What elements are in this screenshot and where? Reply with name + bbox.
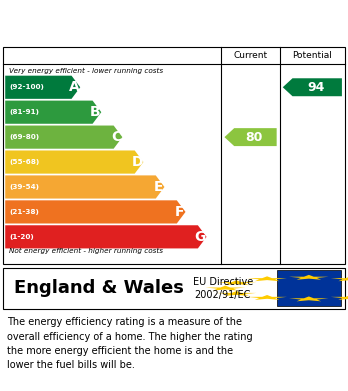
- Polygon shape: [217, 291, 256, 296]
- Bar: [277, 271, 341, 307]
- Text: E: E: [153, 180, 163, 194]
- Text: (1-20): (1-20): [9, 234, 34, 240]
- Polygon shape: [5, 225, 207, 248]
- Polygon shape: [5, 200, 185, 224]
- Text: Very energy efficient - lower running costs: Very energy efficient - lower running co…: [9, 68, 163, 74]
- Text: A: A: [69, 80, 79, 94]
- Text: B: B: [90, 105, 100, 119]
- Polygon shape: [283, 78, 342, 96]
- Text: (81-91): (81-91): [9, 109, 39, 115]
- Text: G: G: [195, 230, 206, 244]
- Text: (69-80): (69-80): [9, 134, 40, 140]
- Text: England & Wales: England & Wales: [14, 279, 184, 298]
- Polygon shape: [289, 296, 329, 301]
- Polygon shape: [217, 280, 256, 285]
- Polygon shape: [331, 276, 348, 281]
- Polygon shape: [5, 126, 122, 149]
- Polygon shape: [247, 295, 287, 300]
- Text: D: D: [132, 155, 143, 169]
- Polygon shape: [5, 100, 101, 124]
- Polygon shape: [5, 176, 165, 199]
- Polygon shape: [205, 286, 245, 291]
- Text: The energy efficiency rating is a measure of the
overall efficiency of a home. T: The energy efficiency rating is a measur…: [7, 317, 253, 370]
- Text: (39-54): (39-54): [9, 184, 39, 190]
- Polygon shape: [289, 275, 329, 280]
- Text: Not energy efficient - higher running costs: Not energy efficient - higher running co…: [9, 248, 163, 254]
- Text: (92-100): (92-100): [9, 84, 44, 90]
- Polygon shape: [331, 295, 348, 300]
- Text: 94: 94: [307, 81, 324, 94]
- Text: Energy Efficiency Rating: Energy Efficiency Rating: [14, 15, 235, 30]
- Polygon shape: [5, 151, 143, 174]
- Polygon shape: [224, 128, 277, 146]
- Text: Potential: Potential: [292, 51, 332, 60]
- Polygon shape: [247, 276, 287, 281]
- Text: (55-68): (55-68): [9, 159, 40, 165]
- Polygon shape: [5, 76, 80, 99]
- Text: F: F: [174, 205, 184, 219]
- Text: 80: 80: [245, 131, 263, 143]
- Text: EU Directive
2002/91/EC: EU Directive 2002/91/EC: [192, 277, 253, 300]
- Text: C: C: [111, 130, 121, 144]
- Text: Current: Current: [234, 51, 268, 60]
- Text: (21-38): (21-38): [9, 209, 39, 215]
